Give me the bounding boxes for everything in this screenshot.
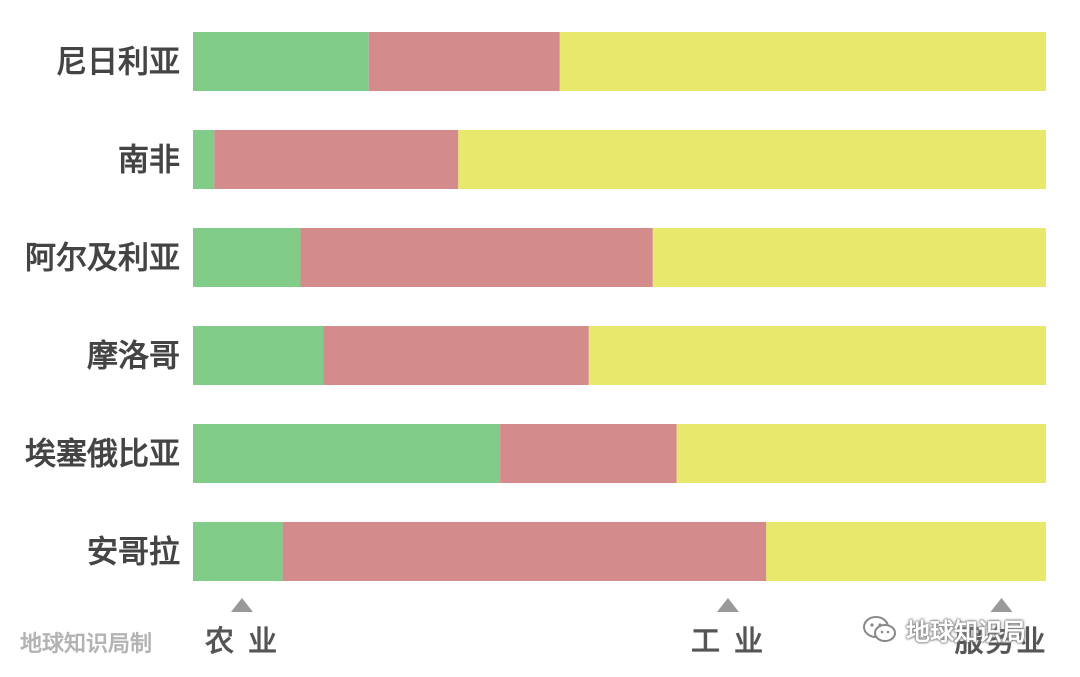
legend-label-services: 服务业 [954,624,1048,658]
bar-segment-agriculture [193,32,369,91]
bar-segment-industry [323,326,589,385]
watermark: 地球知识局 [862,612,1026,647]
bar-segment-agriculture [193,424,501,483]
category-label: 摩洛哥 [87,339,180,375]
legend-label-industry: 工 业 [690,624,766,658]
bar-segment-services [766,522,1046,581]
category-label: 南非 [118,143,180,179]
bar-segment-agriculture [193,326,324,385]
bar-segment-industry [214,130,459,189]
legend-item-agriculture: 农 业 [205,598,279,660]
bar-segment-services [458,130,1046,189]
watermark-text: 地球知识局 [906,618,1026,646]
bar-segment-services [559,32,1046,91]
triangle-icon [989,598,1012,612]
bar-segment-services [652,228,1046,287]
category-label: 尼日利亚 [56,45,180,81]
bar-segment-services [676,424,1046,483]
bars-group [193,32,1046,581]
bar-segment-industry [368,32,560,91]
triangle-icon [716,598,739,612]
bar-segment-services [588,326,1046,385]
bar-segment-industry [300,228,653,287]
triangle-icon [230,598,253,612]
legend-item-services: 服务业 [954,598,1047,660]
chart-credit: 地球知识局制 [20,632,153,657]
bar-segment-agriculture [193,130,215,189]
bar-segment-agriculture [193,228,301,287]
category-label: 安哥拉 [87,535,180,571]
bar-segment-industry [282,522,767,581]
bar-segment-industry [500,424,677,483]
legend-item-industry: 工 业 [691,598,765,660]
legend-label-agriculture: 农 业 [204,624,280,658]
wechat-icon [863,615,896,642]
category-label: 阿尔及利亚 [25,241,180,277]
category-label: 埃塞俄比亚 [25,437,180,473]
bar-segment-agriculture [193,522,283,581]
